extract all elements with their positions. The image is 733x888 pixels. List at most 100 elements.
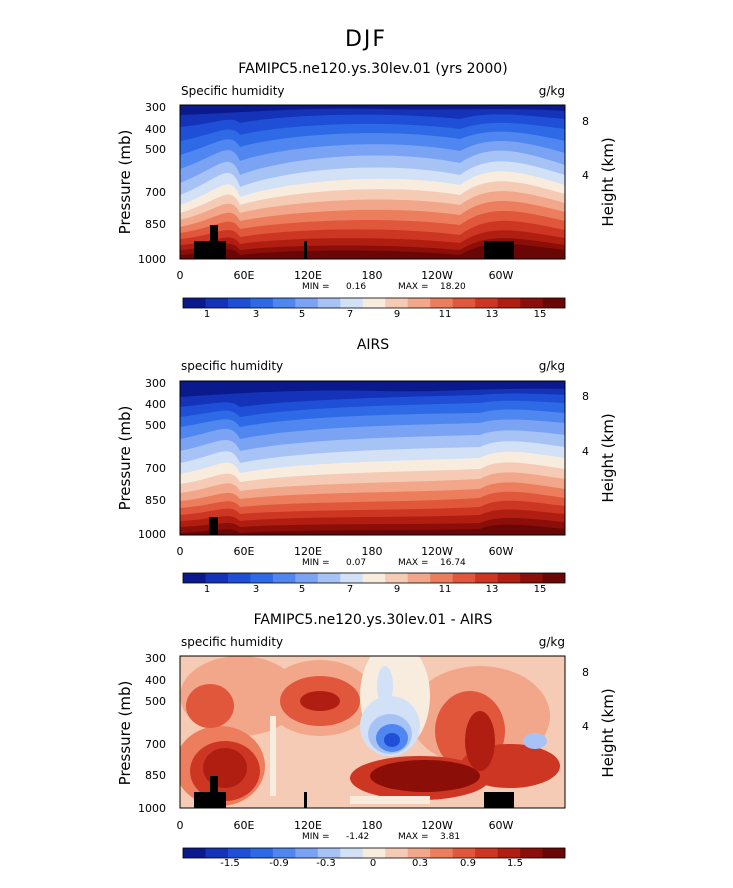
x-tick-label: 60E bbox=[234, 819, 255, 832]
colorbar-labels: 1 3 5 7 9 11 13 15 bbox=[204, 309, 547, 320]
panel-left-label: specific humidity bbox=[181, 635, 283, 649]
y-tick-label: 1000 bbox=[138, 528, 166, 541]
colorbar-swatch bbox=[317, 848, 341, 858]
x-tick-label: 180 bbox=[362, 545, 383, 558]
field-layer bbox=[377, 666, 393, 706]
colorbar-swatch bbox=[340, 573, 364, 583]
y-tick-label: 300 bbox=[145, 377, 166, 390]
max-label: MAX = bbox=[398, 832, 429, 842]
y-tick-label: 700 bbox=[145, 462, 166, 475]
heatmap-plot bbox=[180, 105, 565, 259]
min-value: 0.16 bbox=[346, 282, 366, 292]
colorbar-swatch bbox=[385, 573, 409, 583]
x-tick-label: 60E bbox=[234, 545, 255, 558]
height-tick-label: 8 bbox=[582, 390, 589, 403]
topography-mask bbox=[194, 225, 226, 259]
colorbar-swatch bbox=[542, 848, 566, 858]
panel-left-label: Specific humidity bbox=[181, 84, 285, 98]
colorbar-swatch bbox=[475, 298, 498, 308]
colorbar-label: 15 bbox=[534, 584, 547, 595]
colorbar-swatch bbox=[340, 848, 364, 858]
colorbar-frame bbox=[182, 297, 566, 309]
x-axis: 0 60E 120E 180 120W 60W bbox=[177, 545, 514, 558]
colorbar-label: 1 bbox=[204, 584, 210, 595]
colorbar-label: -0.9 bbox=[269, 858, 289, 869]
colorbar-swatch bbox=[227, 848, 251, 858]
x-tick-label: 180 bbox=[362, 269, 383, 282]
topography-mask bbox=[484, 792, 514, 808]
colorbar-swatch bbox=[227, 573, 251, 583]
field-layer bbox=[270, 716, 276, 796]
colorbar-swatch bbox=[362, 848, 386, 858]
heatmap-plot bbox=[180, 656, 565, 808]
colorbar-swatch bbox=[272, 848, 296, 858]
height-tick-label: 8 bbox=[582, 115, 589, 128]
colorbar-swatch bbox=[385, 848, 409, 858]
colorbar-swatch bbox=[362, 573, 386, 583]
plot-frame bbox=[179, 104, 566, 260]
panel-title: FAMIPC5.ne120.ys.30lev.01 (yrs 2000) bbox=[238, 61, 507, 77]
panel-model: FAMIPC5.ne120.ys.30lev.01 (yrs 2000) Spe… bbox=[116, 61, 617, 320]
colorbar-swatch bbox=[430, 298, 453, 308]
colorbar-swatch bbox=[542, 573, 566, 583]
min-max-stats: MIN = 0.07 MAX = 16.74 bbox=[302, 558, 466, 568]
colorbar-swatch bbox=[497, 573, 521, 583]
topography-mask bbox=[484, 241, 514, 259]
colorbar-label: 0.9 bbox=[460, 858, 476, 869]
y-tick-label: 700 bbox=[145, 186, 166, 199]
colorbar-swatch bbox=[497, 298, 521, 308]
colorbar-label: 9 bbox=[394, 309, 400, 320]
field-layer bbox=[180, 105, 565, 115]
colorbar-swatch bbox=[295, 573, 319, 583]
x-tick-label: 180 bbox=[362, 819, 383, 832]
topography-mask bbox=[194, 776, 226, 808]
colorbar-swatch bbox=[317, 573, 341, 583]
y-axis-title: Pressure (mb) bbox=[116, 406, 134, 511]
panel-title: AIRS bbox=[357, 337, 389, 353]
x-tick-label: 120E bbox=[294, 819, 322, 832]
colorbar-swatch bbox=[205, 573, 229, 583]
y-tick-label: 400 bbox=[145, 674, 166, 687]
y-tick-label: 850 bbox=[145, 769, 166, 782]
x-tick-label: 60E bbox=[234, 269, 255, 282]
colorbar-swatch bbox=[295, 848, 319, 858]
heatmap-plot bbox=[180, 381, 565, 535]
y-tick-label: 850 bbox=[145, 218, 166, 231]
y-tick-label: 400 bbox=[145, 123, 166, 136]
min-label: MIN = bbox=[302, 832, 330, 842]
min-max-stats: MIN = -1.42 MAX = 3.81 bbox=[302, 832, 460, 842]
colorbar-swatch bbox=[542, 298, 566, 308]
colorbar-swatch bbox=[475, 848, 498, 858]
x-tick-label: 120W bbox=[421, 545, 453, 558]
y-tick-label: 850 bbox=[145, 494, 166, 507]
x-tick-label: 60W bbox=[489, 819, 514, 832]
colorbar-swatch bbox=[183, 848, 206, 858]
colorbar-swatch bbox=[407, 848, 431, 858]
colorbar-swatch bbox=[452, 573, 476, 583]
colorbar-label: 5 bbox=[299, 309, 305, 320]
colorbar-label: 3 bbox=[253, 309, 259, 320]
y-axis: 300 400 500 700 850 1000 bbox=[138, 652, 166, 815]
x-tick-label: 60W bbox=[489, 269, 514, 282]
colorbar-label: 5 bbox=[299, 584, 305, 595]
colorbar-swatch bbox=[452, 298, 476, 308]
y-axis-title: Pressure (mb) bbox=[116, 681, 134, 786]
y-axis-right: 8 4 bbox=[582, 390, 589, 458]
colorbar-swatch bbox=[385, 298, 409, 308]
x-tick-label: 120W bbox=[421, 819, 453, 832]
colorbar-swatch bbox=[317, 298, 341, 308]
colorbar-label: 13 bbox=[486, 309, 499, 320]
colorbar-label: 1.5 bbox=[507, 858, 523, 869]
height-tick-label: 4 bbox=[582, 720, 589, 733]
colorbar-swatch bbox=[250, 573, 274, 583]
field-layer bbox=[180, 105, 565, 127]
panel-units: g/kg bbox=[539, 635, 565, 649]
field-layer bbox=[203, 748, 247, 788]
x-tick-label: 0 bbox=[177, 545, 184, 558]
colorbar-swatch bbox=[227, 298, 251, 308]
colorbar-swatch bbox=[407, 298, 431, 308]
min-value: -1.42 bbox=[346, 832, 369, 842]
colorbar-label: 11 bbox=[439, 584, 452, 595]
colorbar-swatch bbox=[407, 573, 431, 583]
